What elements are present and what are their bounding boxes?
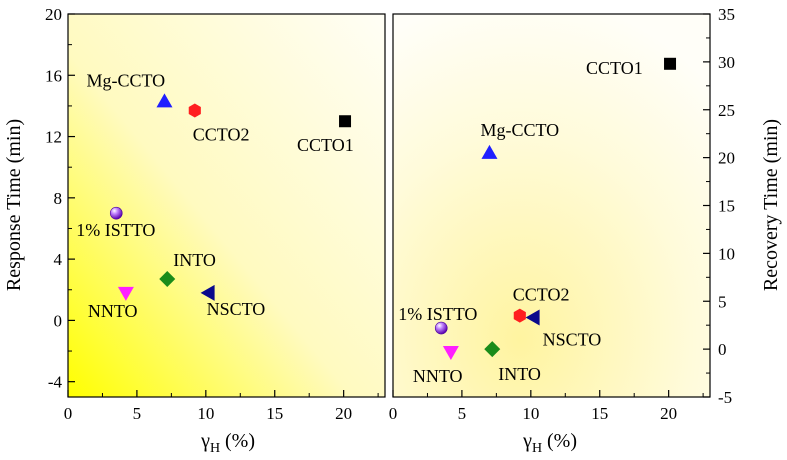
left-y-tick-label: 0 [54, 311, 63, 330]
left-panel: CCTO1 CCTO2 Mg-CCTO 1% ISTTO INTO NSCTO NNTO 0… [45, 5, 386, 423]
left-y-tick-label: 12 [45, 128, 62, 147]
right-marker-nscto [525, 309, 540, 326]
right-y-tick-label: 25 [718, 101, 735, 120]
left-point-label-ccto1: CCTO1 [297, 135, 354, 155]
right-x-tick-label: 15 [591, 404, 608, 423]
left-point-label-ccto2: CCTO2 [193, 125, 250, 145]
right-point-label-into: INTO [498, 364, 541, 384]
right-data-marks: CCTO1 Mg-CCTO CCTO2 NSCTO 1% ISTTO INTO NNTO [398, 57, 677, 386]
left-point-label-mg-ccto: Mg-CCTO [86, 70, 165, 90]
right-point-ccto2: CCTO2 [513, 285, 570, 323]
right-x-axis-title: γ H (%) [522, 430, 577, 456]
right-point-1pct-istto: 1% ISTTO [398, 304, 477, 335]
right-point-label-1pct-istto: 1% ISTTO [398, 304, 477, 324]
right-panel: CCTO1 Mg-CCTO CCTO2 NSCTO 1% ISTTO INTO NNTO 0… [389, 5, 735, 423]
right-x-axis-subscript: H [532, 441, 542, 456]
right-point-nnto: NNTO [413, 345, 463, 386]
right-point-nscto: NSCTO [525, 309, 602, 350]
right-y-axis-title: Recovery Time (min) [760, 119, 782, 291]
right-y-tick-label: 30 [718, 53, 735, 72]
right-y-tick-label: 10 [718, 244, 735, 263]
right-marker-ccto2 [513, 308, 526, 323]
right-marker-mg-ccto [481, 144, 498, 159]
right-point-into: INTO [484, 341, 541, 384]
left-x-tick-label: 10 [197, 404, 214, 423]
left-x-tick-label: 5 [133, 404, 142, 423]
right-y-tick-label: 20 [718, 149, 735, 168]
right-point-label-nnto: NNTO [413, 366, 463, 386]
left-point-1pct-istto: 1% ISTTO [76, 206, 155, 240]
left-marker-ccto1 [339, 115, 352, 128]
left-y-axis-title: Response Time (min) [3, 119, 25, 291]
right-y-tick-label: 35 [718, 5, 735, 24]
left-y-tick-label: 8 [54, 189, 63, 208]
left-point-ccto1: CCTO1 [297, 115, 354, 155]
right-point-label-mg-ccto: Mg-CCTO [480, 120, 559, 140]
left-point-ccto2: CCTO2 [188, 103, 250, 145]
left-point-into: INTO [159, 250, 216, 288]
left-y-tick-label: 16 [45, 66, 62, 85]
left-point-label-into: INTO [173, 250, 216, 270]
left-y-tick-label: -4 [48, 373, 63, 392]
left-marker-mg-ccto [156, 93, 173, 108]
right-x-tick-label: 20 [660, 404, 677, 423]
right-y-tick-label: -5 [718, 388, 732, 407]
right-y-tick-label: 0 [718, 340, 727, 359]
right-plot-background [393, 14, 710, 397]
right-point-mg-ccto: Mg-CCTO [480, 120, 559, 159]
left-marker-into [159, 271, 176, 288]
left-plot-frame [67, 13, 386, 398]
right-marker-1pct-istto [434, 321, 448, 335]
left-point-mg-ccto: Mg-CCTO [86, 70, 173, 108]
left-marker-nscto [200, 284, 215, 301]
right-x-tick-label: 10 [522, 404, 539, 423]
right-point-label-ccto2: CCTO2 [513, 285, 570, 305]
right-axis-ticks: 0 5 10 15 20 -5 0 5 10 15 20 25 30 35 [389, 5, 735, 423]
left-x-axis-title: γ H (%) [200, 430, 255, 456]
left-marker-ccto2 [188, 103, 201, 118]
right-marker-into [484, 341, 501, 358]
left-data-marks: CCTO1 CCTO2 Mg-CCTO 1% ISTTO INTO NSCTO NNTO [76, 70, 353, 321]
right-point-label-nscto: NSCTO [543, 330, 602, 350]
left-y-tick-label: 4 [54, 250, 63, 269]
left-x-axis-subscript: H [210, 441, 220, 456]
left-marker-1pct-istto [109, 206, 123, 220]
right-y-tick-label: 15 [718, 197, 735, 216]
right-marker-ccto1 [664, 57, 677, 70]
left-marker-nnto [117, 286, 134, 301]
right-x-axis-unit: (%) [547, 430, 577, 452]
right-x-tick-label: 0 [389, 404, 398, 423]
left-point-nnto: NNTO [88, 286, 138, 321]
right-point-ccto1: CCTO1 [586, 57, 677, 78]
left-x-axis-unit: (%) [225, 430, 255, 452]
left-x-tick-label: 20 [335, 404, 352, 423]
left-x-axis-symbol: γ [200, 430, 210, 452]
left-point-label-nnto: NNTO [88, 301, 138, 321]
right-plot-frame [392, 13, 711, 398]
left-plot-background [68, 14, 385, 397]
left-x-tick-label: 0 [64, 404, 73, 423]
left-point-label-nscto: NSCTO [207, 299, 266, 319]
right-y-tick-label: 5 [718, 292, 727, 311]
right-x-tick-label: 5 [458, 404, 467, 423]
left-point-nscto: NSCTO [200, 284, 266, 319]
left-y-tick-label: 20 [45, 5, 62, 24]
right-x-axis-symbol: γ [522, 430, 532, 452]
left-x-tick-label: 15 [266, 404, 283, 423]
left-point-label-1pct-istto: 1% ISTTO [76, 220, 155, 240]
right-marker-nnto [442, 345, 459, 360]
right-point-label-ccto1: CCTO1 [586, 58, 643, 78]
